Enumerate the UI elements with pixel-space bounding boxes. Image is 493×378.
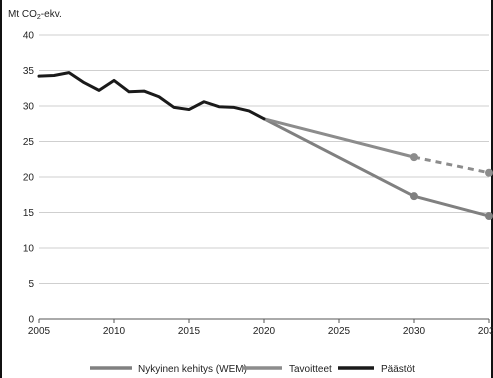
y-tick-labels: 0 5 10 15 20 25 30 35 40	[23, 31, 35, 326]
x-tick-label: 2005	[28, 326, 51, 337]
y-axis-label-prefix: Mt CO	[8, 9, 37, 20]
y-tick-label: 40	[23, 31, 35, 42]
y-tick-label: 25	[23, 137, 35, 148]
x-tick-label: 2010	[103, 326, 126, 337]
y-tick-label: 0	[28, 315, 34, 326]
y-axis-label-sub: 2	[37, 14, 41, 21]
series-lines	[37, 71, 493, 221]
y-axis-label-suffix: -ekv.	[41, 9, 62, 20]
y-tick-label: 30	[23, 102, 35, 113]
series-marker-wem	[485, 212, 493, 221]
x-tick-label: 2035	[478, 326, 493, 337]
legend-label-paastot: Päästöt	[381, 364, 415, 375]
y-tick-label: 15	[23, 208, 35, 219]
legend: Nykyinen kehitys (WEM) Tavoitteet Päästö…	[90, 364, 415, 375]
y-tick-label: 35	[23, 66, 35, 77]
x-tick-label: 2025	[328, 326, 351, 337]
series-line-wem	[262, 117, 491, 218]
legend-label-tavoitteet: Tavoitteet	[289, 364, 332, 375]
legend-label-wem: Nykyinen kehitys (WEM)	[138, 364, 247, 375]
y-tick-label: 10	[23, 244, 35, 255]
series-marker-wem	[410, 192, 418, 201]
y-tick-label: 5	[28, 279, 34, 290]
y-axis-label: Mt CO2-ekv.	[8, 9, 62, 21]
x-tick-label: 2020	[253, 326, 276, 337]
grid-lines	[39, 34, 489, 284]
x-tick-label: 2015	[178, 326, 201, 337]
series-marker-tavoitteet	[410, 153, 418, 162]
x-tick-labels: 2005 2010 2015 2020 2025 2030 2035	[28, 326, 493, 337]
axes	[38, 318, 490, 323]
series-marker-tavoitteet	[485, 168, 493, 177]
series-line-tavoitteet-dashed	[413, 155, 490, 175]
series-line-paastot	[37, 71, 266, 121]
x-tick-label: 2030	[403, 326, 426, 337]
y-tick-label: 20	[23, 173, 35, 184]
series-line-tavoitteet	[262, 117, 416, 159]
